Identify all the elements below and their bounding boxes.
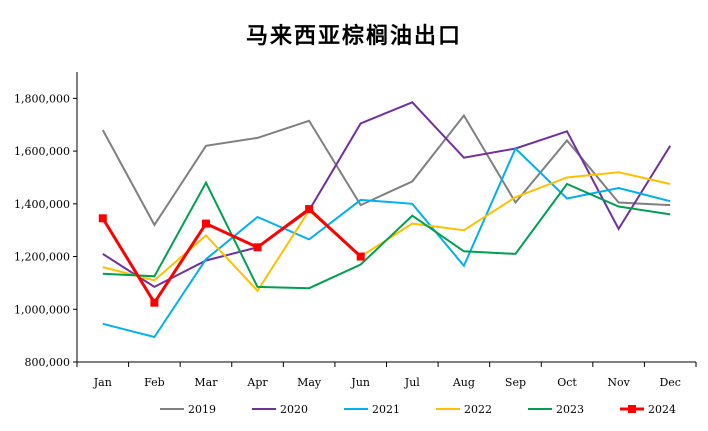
series-line-2023	[102, 180, 671, 290]
x-tick-label: Jan	[93, 376, 112, 389]
axes: 800,000 1,000,000 1,200,000 1,400,000 1,600,…	[14, 72, 697, 389]
data-point-2024-Mar	[201, 219, 210, 228]
series-markers	[98, 205, 365, 307]
series-line-2024	[101, 207, 362, 306]
series-line-2019	[101, 113, 671, 227]
x-tick-label: Jun	[350, 376, 370, 389]
data-point-2024-May	[305, 205, 314, 214]
legend: 2019 2020 2021 2022 2023 2024	[160, 403, 676, 416]
x-tick-label: Apr	[246, 376, 268, 389]
legend-marker-2024	[628, 405, 636, 413]
legend-label-2020: 2020	[280, 403, 308, 416]
legend-label-2019: 2019	[188, 403, 216, 416]
chart-title: 马来西亚棕榈油出口	[245, 24, 462, 49]
x-tick-label: Sep	[505, 376, 526, 389]
y-tick-label: 1,200,000	[14, 251, 70, 264]
legend-label-2021: 2021	[372, 403, 400, 416]
series-line-2020	[102, 101, 672, 289]
x-tick-label: Nov	[607, 376, 630, 389]
y-tick-label: 1,600,000	[14, 145, 70, 158]
data-point-2024-Feb	[150, 298, 159, 307]
x-tick-label: May	[297, 376, 322, 389]
x-tick-label: Oct	[557, 376, 577, 389]
y-tick-label: 800,000	[25, 356, 71, 369]
series-line-2021	[102, 146, 671, 339]
x-tick-label: Feb	[144, 376, 165, 389]
data-point-2024-Jun	[356, 252, 365, 261]
y-tick-label: 1,000,000	[14, 303, 70, 316]
legend-label-2024: 2024	[648, 403, 676, 416]
data-point-2024-Apr	[253, 243, 262, 252]
x-tick-label: Mar	[194, 376, 218, 389]
series-line-2022	[102, 171, 671, 293]
series-lines	[101, 101, 672, 339]
x-tick-label: Aug	[452, 376, 475, 389]
x-tick-label: Dec	[659, 376, 681, 389]
legend-label-2022: 2022	[464, 403, 492, 416]
data-point-2024-Jan	[98, 214, 107, 223]
y-tick-label: 1,800,000	[14, 92, 70, 105]
x-tick-label: Jul	[404, 376, 420, 389]
y-tick-label: 1,400,000	[14, 198, 70, 211]
legend-label-2023: 2023	[556, 403, 584, 416]
